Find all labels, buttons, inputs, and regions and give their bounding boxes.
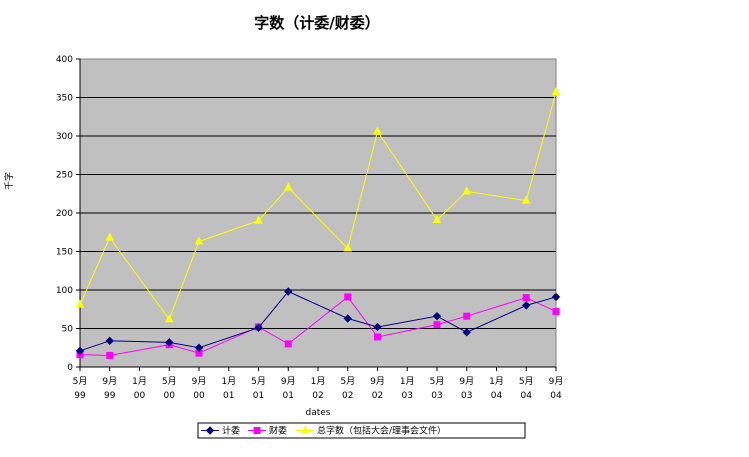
data-point-diamond <box>551 292 561 302</box>
legend-label: 财委 <box>269 425 287 437</box>
y-tick-label: 150 <box>56 248 73 258</box>
data-point-square <box>344 293 352 301</box>
x-tick-label-year: 02 <box>342 391 353 401</box>
x-tick-label-month: 1月 <box>221 376 236 387</box>
data-point-triangle <box>551 87 561 96</box>
data-point-square <box>253 427 261 434</box>
data-point-triangle <box>462 186 472 195</box>
data-point-diamond <box>284 287 293 296</box>
x-tick-label-year: 01 <box>253 391 264 401</box>
data-point-diamond <box>343 314 352 323</box>
x-tick-label-month: 1月 <box>489 376 504 387</box>
legend-box <box>197 422 526 439</box>
y-axis-ticks: 0 50 100 150 200 250 300 350 400 <box>56 55 81 373</box>
data-point-diamond <box>522 301 531 310</box>
x-axis-ticks: 5月 99 9月 99 1月 00 5月 00 9月 00 1月 01 5月 01 9月 01 1月 02 5月 02… <box>73 366 564 401</box>
x-tick-label-year: 01 <box>283 391 294 401</box>
y-axis-label: 千字 <box>3 172 15 190</box>
data-point-square <box>463 312 471 320</box>
y-tick-label: 300 <box>56 132 73 142</box>
data-point-triangle <box>343 243 353 252</box>
x-tick-label-year: 00 <box>164 391 176 401</box>
series-2 <box>75 87 561 323</box>
data-point-square <box>374 333 381 341</box>
x-tick-label-year: 04 <box>550 391 562 401</box>
y-tick-label: 200 <box>56 209 73 219</box>
x-tick-label-month: 9月 <box>370 376 385 387</box>
data-point-diamond <box>205 426 215 435</box>
x-tick-label-month: 5月 <box>162 376 177 387</box>
x-axis-label: dates <box>306 408 331 418</box>
data-point-diamond <box>462 328 471 337</box>
x-tick-label-year: 03 <box>461 391 472 401</box>
grid-lines <box>80 97 556 329</box>
y-tick-label: 400 <box>56 55 73 65</box>
series-layer <box>75 87 561 359</box>
legend-label: 总字数（包括大会/理事会文件） <box>317 425 446 437</box>
y-tick-label: 50 <box>62 325 74 335</box>
x-tick-label-year: 99 <box>74 391 86 401</box>
x-tick-label-year: 02 <box>312 391 323 401</box>
data-point-square <box>106 351 114 359</box>
data-point-triangle <box>105 232 115 241</box>
x-tick-label-month: 1月 <box>400 376 415 387</box>
data-point-triangle <box>373 126 382 135</box>
x-tick-label-year: 99 <box>104 391 116 401</box>
x-tick-label-month: 9月 <box>549 376 564 387</box>
y-tick-label: 250 <box>56 171 73 181</box>
data-point-diamond <box>105 336 114 346</box>
data-point-diamond <box>194 343 204 352</box>
data-point-triangle <box>300 425 310 434</box>
data-point-triangle <box>75 299 85 308</box>
y-axis-label-text: 千字 <box>3 172 15 190</box>
x-tick-label-month: 9月 <box>102 376 117 387</box>
series-line <box>79 91 557 321</box>
legend-label: 计委 <box>222 425 240 437</box>
data-point-diamond <box>432 311 442 321</box>
x-tick-label-month: 5月 <box>519 376 534 387</box>
data-point-triangle <box>164 314 174 323</box>
chart-title: 字数（计委/财委） <box>254 14 379 32</box>
legend: 计委 财委 总字数（包括大会/理事会文件） <box>197 422 526 439</box>
x-tick-label-year: 02 <box>372 391 383 401</box>
x-tick-label-month: 5月 <box>251 376 266 387</box>
x-tick-label-year: 04 <box>491 391 503 401</box>
data-point-square <box>522 294 530 302</box>
data-point-square <box>284 340 292 348</box>
x-tick-label-month: 9月 <box>459 376 474 387</box>
x-tick-label-year: 00 <box>134 391 146 401</box>
series-line <box>79 296 557 356</box>
series-line <box>79 290 557 352</box>
y-tick-label: 350 <box>56 94 73 104</box>
x-tick-label-month: 1月 <box>311 376 326 387</box>
data-point-triangle <box>432 214 442 223</box>
x-tick-label-year: 04 <box>521 391 533 401</box>
data-point-square <box>433 321 441 329</box>
data-point-triangle <box>283 182 293 191</box>
x-tick-label-month: 9月 <box>281 376 296 387</box>
data-point-diamond <box>254 323 263 332</box>
data-point-diamond <box>165 338 174 347</box>
x-tick-label-year: 01 <box>223 391 234 401</box>
x-tick-label-month: 5月 <box>430 376 445 387</box>
data-point-square <box>552 308 560 316</box>
y-tick-label: 100 <box>56 286 73 296</box>
y-tick-label: 0 <box>67 363 73 373</box>
data-point-triangle <box>254 215 263 224</box>
data-point-triangle <box>521 195 531 204</box>
x-tick-label-month: 9月 <box>192 376 207 387</box>
x-tick-label-year: 00 <box>193 391 205 401</box>
data-point-diamond <box>75 346 85 356</box>
x-tick-label-month: 5月 <box>73 376 88 387</box>
series-0 <box>75 287 561 356</box>
data-point-diamond <box>373 322 382 332</box>
x-tick-label-year: 03 <box>431 391 442 401</box>
x-tick-label-month: 1月 <box>132 376 147 387</box>
x-tick-label-year: 03 <box>402 391 413 401</box>
data-point-triangle <box>194 236 204 245</box>
x-tick-label-month: 5月 <box>340 376 355 387</box>
